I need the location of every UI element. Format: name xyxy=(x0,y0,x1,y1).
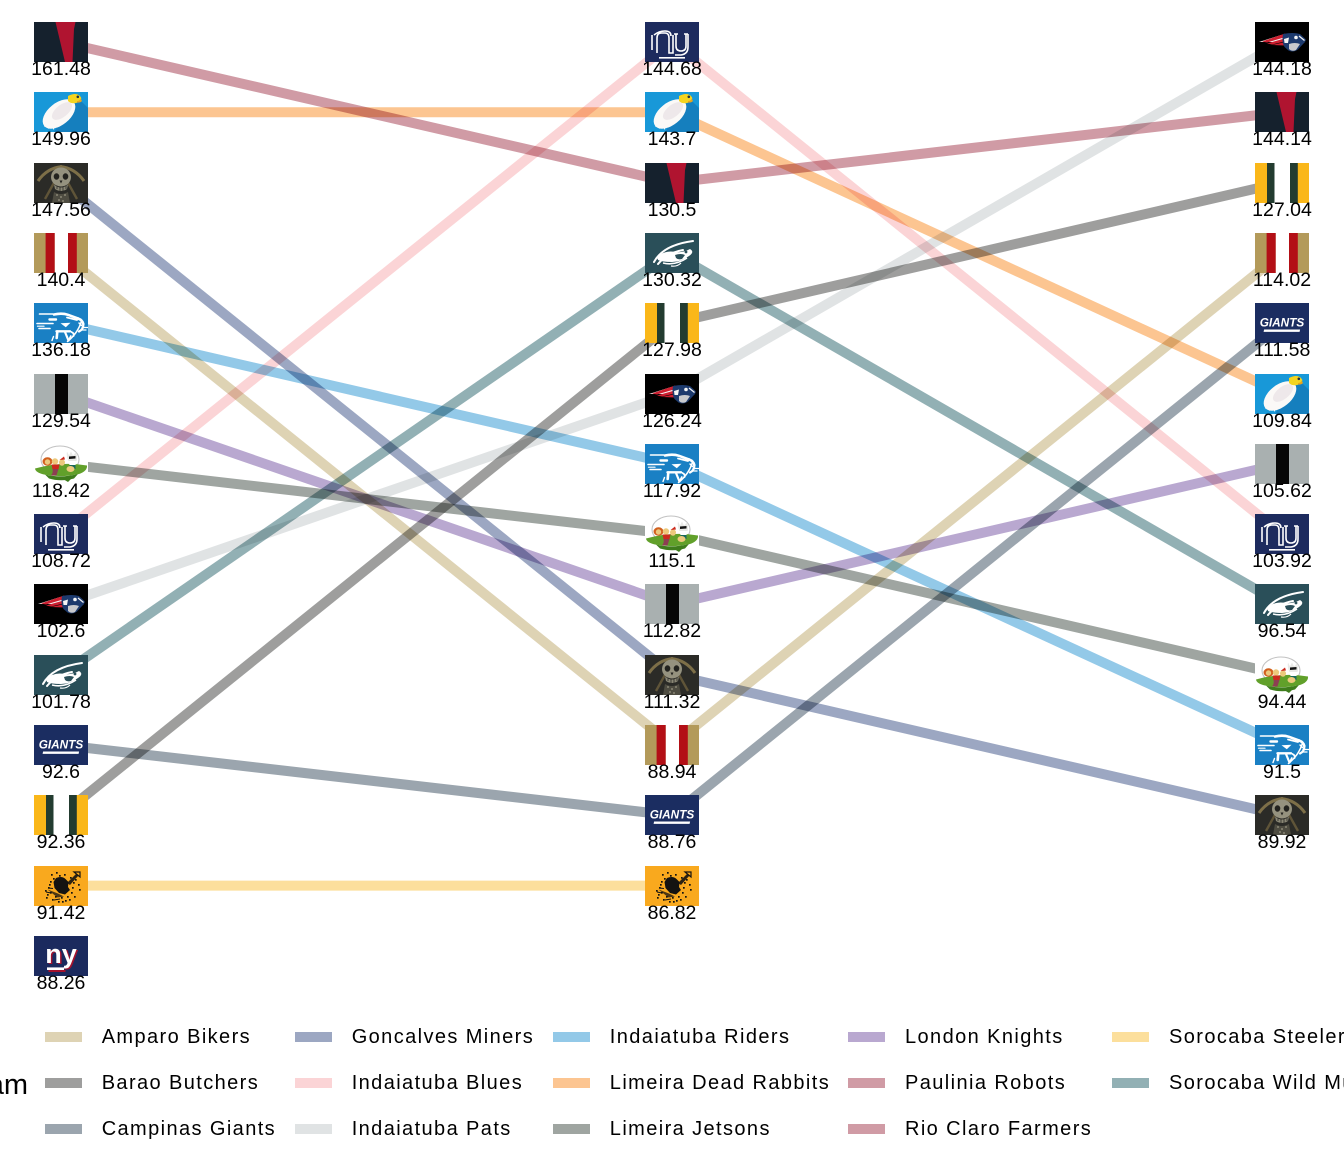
svg-text:ny: ny xyxy=(45,939,77,969)
svg-text:GIANTS: GIANTS xyxy=(650,808,695,822)
svg-text:GIANTS: GIANTS xyxy=(39,738,84,752)
svg-text:GIANTS: GIANTS xyxy=(1260,316,1305,330)
